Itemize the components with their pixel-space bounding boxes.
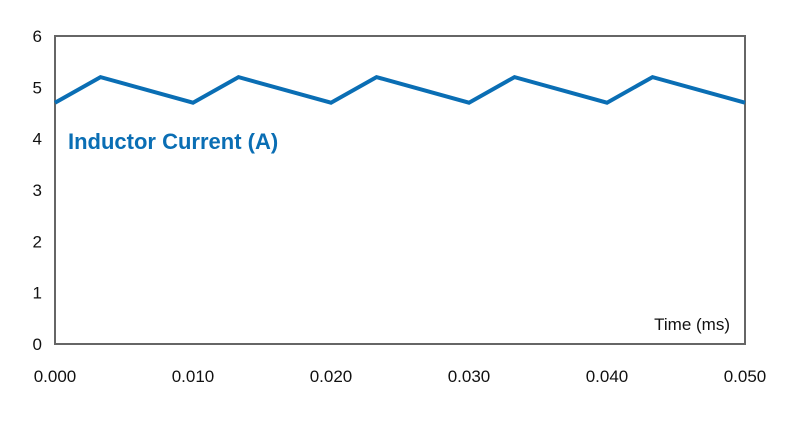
x-tick-label: 0.020 [310,367,353,386]
series-label-inductor-current: Inductor Current (A) [68,129,278,154]
y-axis-ticks: 0 1 2 3 4 5 6 [33,27,42,354]
x-tick-label: 0.000 [34,367,77,386]
x-tick-label: 0.030 [448,367,491,386]
x-tick-label: 0.050 [724,367,767,386]
y-tick-label: 4 [33,130,42,149]
y-tick-label: 6 [33,27,42,46]
y-tick-label: 1 [33,284,42,303]
y-tick-label: 2 [33,232,42,251]
y-tick-label: 0 [33,335,42,354]
series-line-inductor-current [54,74,746,105]
x-axis-label: Time (ms) [654,315,730,334]
series-group [54,74,746,105]
plot-area-frame [54,35,746,345]
x-tick-label: 0.010 [172,367,215,386]
y-tick-label: 5 [33,78,42,97]
x-tick-label: 0.040 [586,367,629,386]
x-axis-ticks: 0.000 0.010 0.020 0.030 0.040 0.050 [34,367,767,386]
y-tick-label: 3 [33,181,42,200]
